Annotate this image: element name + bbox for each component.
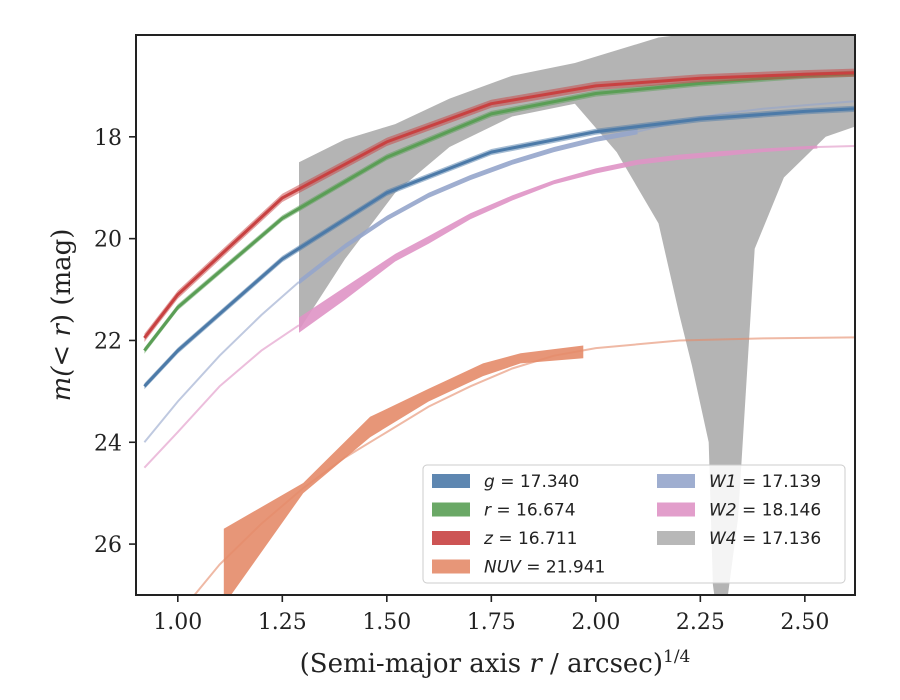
legend-frame	[422, 464, 846, 584]
legend-swatch-w4	[657, 531, 695, 545]
legend-swatch-w1	[657, 474, 695, 488]
legend-label-z: z = 16.711	[483, 529, 577, 549]
y-tick-label: 22	[94, 329, 122, 354]
svg-text:(Semi-major axis r / arcsec)1/: (Semi-major axis r / arcsec)1/4	[300, 647, 691, 679]
legend-label-g: g = 17.340	[484, 472, 579, 492]
svg-text:m(< r) (mag): m(< r) (mag)	[47, 229, 77, 402]
series-nuv	[193, 336, 855, 595]
series-g-line	[143, 107, 855, 388]
legend-swatch-z	[432, 531, 470, 545]
series-g	[143, 105, 855, 390]
x-tick-label: 1.75	[467, 610, 516, 635]
legend-label-r: r = 16.674	[484, 501, 576, 521]
series-w2-model-1	[817, 145, 855, 148]
legend-label-w4: W4 = 17.136	[709, 529, 821, 549]
series-w1-model-0	[143, 281, 300, 443]
series-w4-band	[299, 35, 855, 595]
series-z-line	[143, 71, 855, 339]
y-tick-label: 18	[94, 126, 122, 151]
series-w2-band	[299, 145, 818, 333]
y-axis-title: m(< r) (mag)	[47, 229, 77, 402]
x-axis-title: (Semi-major axis r / arcsec)1/4	[300, 647, 691, 679]
series-w4	[299, 35, 855, 595]
series-layer	[143, 35, 855, 595]
y-tick-label: 20	[94, 228, 122, 253]
legend-label-w1: W1 = 17.139	[709, 472, 821, 492]
x-tick-label: 2.00	[571, 610, 620, 635]
series-w2-model-0	[143, 324, 300, 469]
series-z	[143, 68, 855, 342]
legend-swatch-nuv	[432, 559, 470, 574]
x-tick-label: 1.50	[362, 610, 411, 635]
legend: g = 17.340 r = 16.674 z = 16.711 NUV = 21.9…	[422, 464, 846, 584]
ticks-layer: 1.00 1.25 1.50 1.75 2.00 2.25 2.50 18 20 22 24 26	[94, 126, 829, 635]
x-tick-label: 2.50	[780, 610, 829, 635]
legend-swatch-w2	[657, 502, 695, 517]
legend-swatch-g	[432, 474, 470, 488]
series-w2	[143, 145, 855, 469]
x-tick-label: 2.25	[676, 610, 725, 635]
legend-swatch-r	[432, 502, 470, 517]
y-tick-label: 26	[94, 533, 122, 558]
plot-frame	[135, 34, 856, 596]
x-tick-label: 1.00	[153, 610, 202, 635]
x-tick-label: 1.25	[258, 610, 307, 635]
y-tick-label: 24	[94, 431, 122, 456]
legend-label-nuv: NUV = 21.941	[484, 558, 605, 578]
legend-label-w2: W2 = 18.146	[709, 501, 821, 521]
